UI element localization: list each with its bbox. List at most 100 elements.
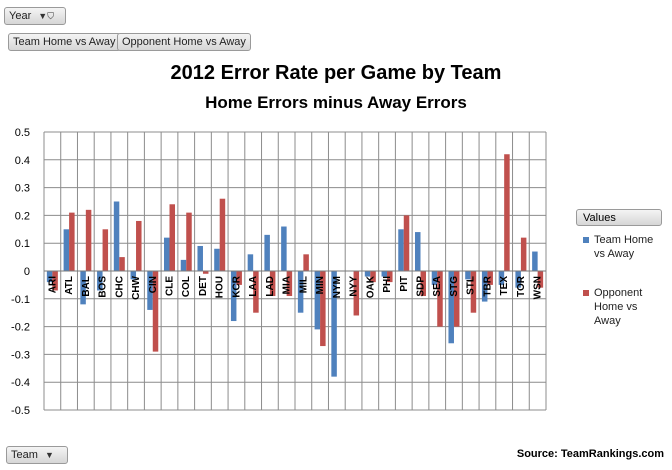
y-tick-label: -0.2 [11,322,30,334]
team-home-vs-away-button[interactable]: Team Home vs Away [8,33,121,51]
bar-opponent [387,271,393,283]
bar-opponent [219,198,226,271]
y-tick-label: 0.1 [15,238,30,250]
bar-opponent [286,271,293,297]
y-tick-label: 0.2 [15,210,30,222]
bar-team [63,229,70,271]
y-tick-label: 0.4 [15,155,30,167]
bar-team [264,234,270,271]
category-label: COL [181,276,192,297]
bar-opponent [102,229,109,271]
bar-team [113,201,120,271]
bar-opponent [269,271,276,297]
bar-team [97,271,103,291]
bar-team [481,271,488,302]
bar-opponent [119,257,125,271]
bar-team [314,271,321,330]
category-label: BAL [81,276,92,297]
y-tick-label: -0.1 [11,294,30,306]
bar-team [364,271,371,277]
year-filter-button[interactable]: Year ▼⛉ [4,7,66,25]
bar-opponent [403,215,410,271]
category-label: LAD [265,276,276,297]
bar-team [415,232,421,271]
bar-team [80,271,86,305]
category-label: MIN [315,276,326,294]
bar-opponent [370,271,376,283]
legend-title: Values [583,212,616,224]
bar-opponent [437,271,443,327]
category-label: DET [198,276,209,296]
legend-label-opponent: Opponent Home vs Away [594,287,643,327]
category-label: PHI [382,276,393,293]
bar-opponent [236,271,242,285]
bar-team [331,271,337,377]
category-label: ARI [47,276,58,293]
filter-dropdown-icon: ▼⛉ [38,11,54,21]
bar-opponent [487,271,493,285]
legend-values-button[interactable]: Values [576,209,662,226]
y-tick-label: -0.4 [11,377,30,389]
category-label: TOR [516,275,527,297]
category-label: SEA [432,276,443,297]
bar-opponent [52,271,58,291]
bar-opponent [453,271,460,327]
legend-swatch-team [583,237,589,243]
year-filter-label: Year [9,10,32,22]
team-home-vs-away-label: Team Home vs Away [13,36,116,48]
y-tick-label: -0.5 [11,405,30,417]
bar-team [431,271,438,285]
y-tick-label: 0.3 [15,183,30,195]
category-label: ATL [64,276,75,295]
bar-team [465,271,471,280]
bar-team [197,245,203,271]
bar-opponent [202,271,209,274]
category-label: NYY [349,276,360,297]
category-label: HOU [215,276,226,298]
source-credit: Source: TeamRankings.com [516,448,664,460]
bar-team [130,271,137,280]
legend-swatch-opponent [583,290,589,296]
chevron-down-icon: ▼ [44,450,54,460]
bar-team [164,237,170,271]
category-label: PIT [399,276,410,292]
category-label: SDP [416,276,427,297]
bar-team [498,271,505,285]
category-label: TBR [482,275,493,296]
bar-opponent [303,254,309,271]
bar-team [398,229,404,271]
opponent-home-vs-away-label: Opponent Home vs Away [122,36,246,48]
y-tick-label: 0.5 [15,127,30,139]
bar-team [515,271,521,288]
category-label: CLE [165,276,176,296]
bar-team [214,248,220,271]
legend-label-team: Team Home vs Away [594,234,654,260]
category-label: NYM [332,276,343,298]
category-label: TEX [499,276,510,296]
opponent-home-vs-away-button[interactable]: Opponent Home vs Away [117,33,251,51]
bar-team [180,259,187,271]
category-label: STL [466,276,477,295]
chart-title: 2012 Error Rate per Game by Team [170,62,502,84]
bar-team [281,226,287,271]
team-filter-button[interactable]: Team ▼ [6,446,68,464]
bar-opponent [169,204,175,271]
bar-team [46,271,53,283]
y-tick-label: 0 [24,266,30,278]
bar-opponent [69,212,75,271]
bar-opponent [320,271,326,347]
category-label: CHW [131,275,142,299]
bar-team [448,271,454,344]
bar-team [532,251,538,271]
bar-opponent [470,271,477,313]
chart-subtitle: Home Errors minus Away Errors [205,93,467,112]
bar-opponent [420,271,426,297]
bar-opponent [520,237,527,271]
category-label: CIN [148,276,159,293]
category-label: BOS [98,276,109,298]
category-label: MIA [282,276,293,294]
bar-team [247,254,254,271]
bar-opponent [353,271,360,316]
y-tick-label: -0.3 [11,349,30,361]
